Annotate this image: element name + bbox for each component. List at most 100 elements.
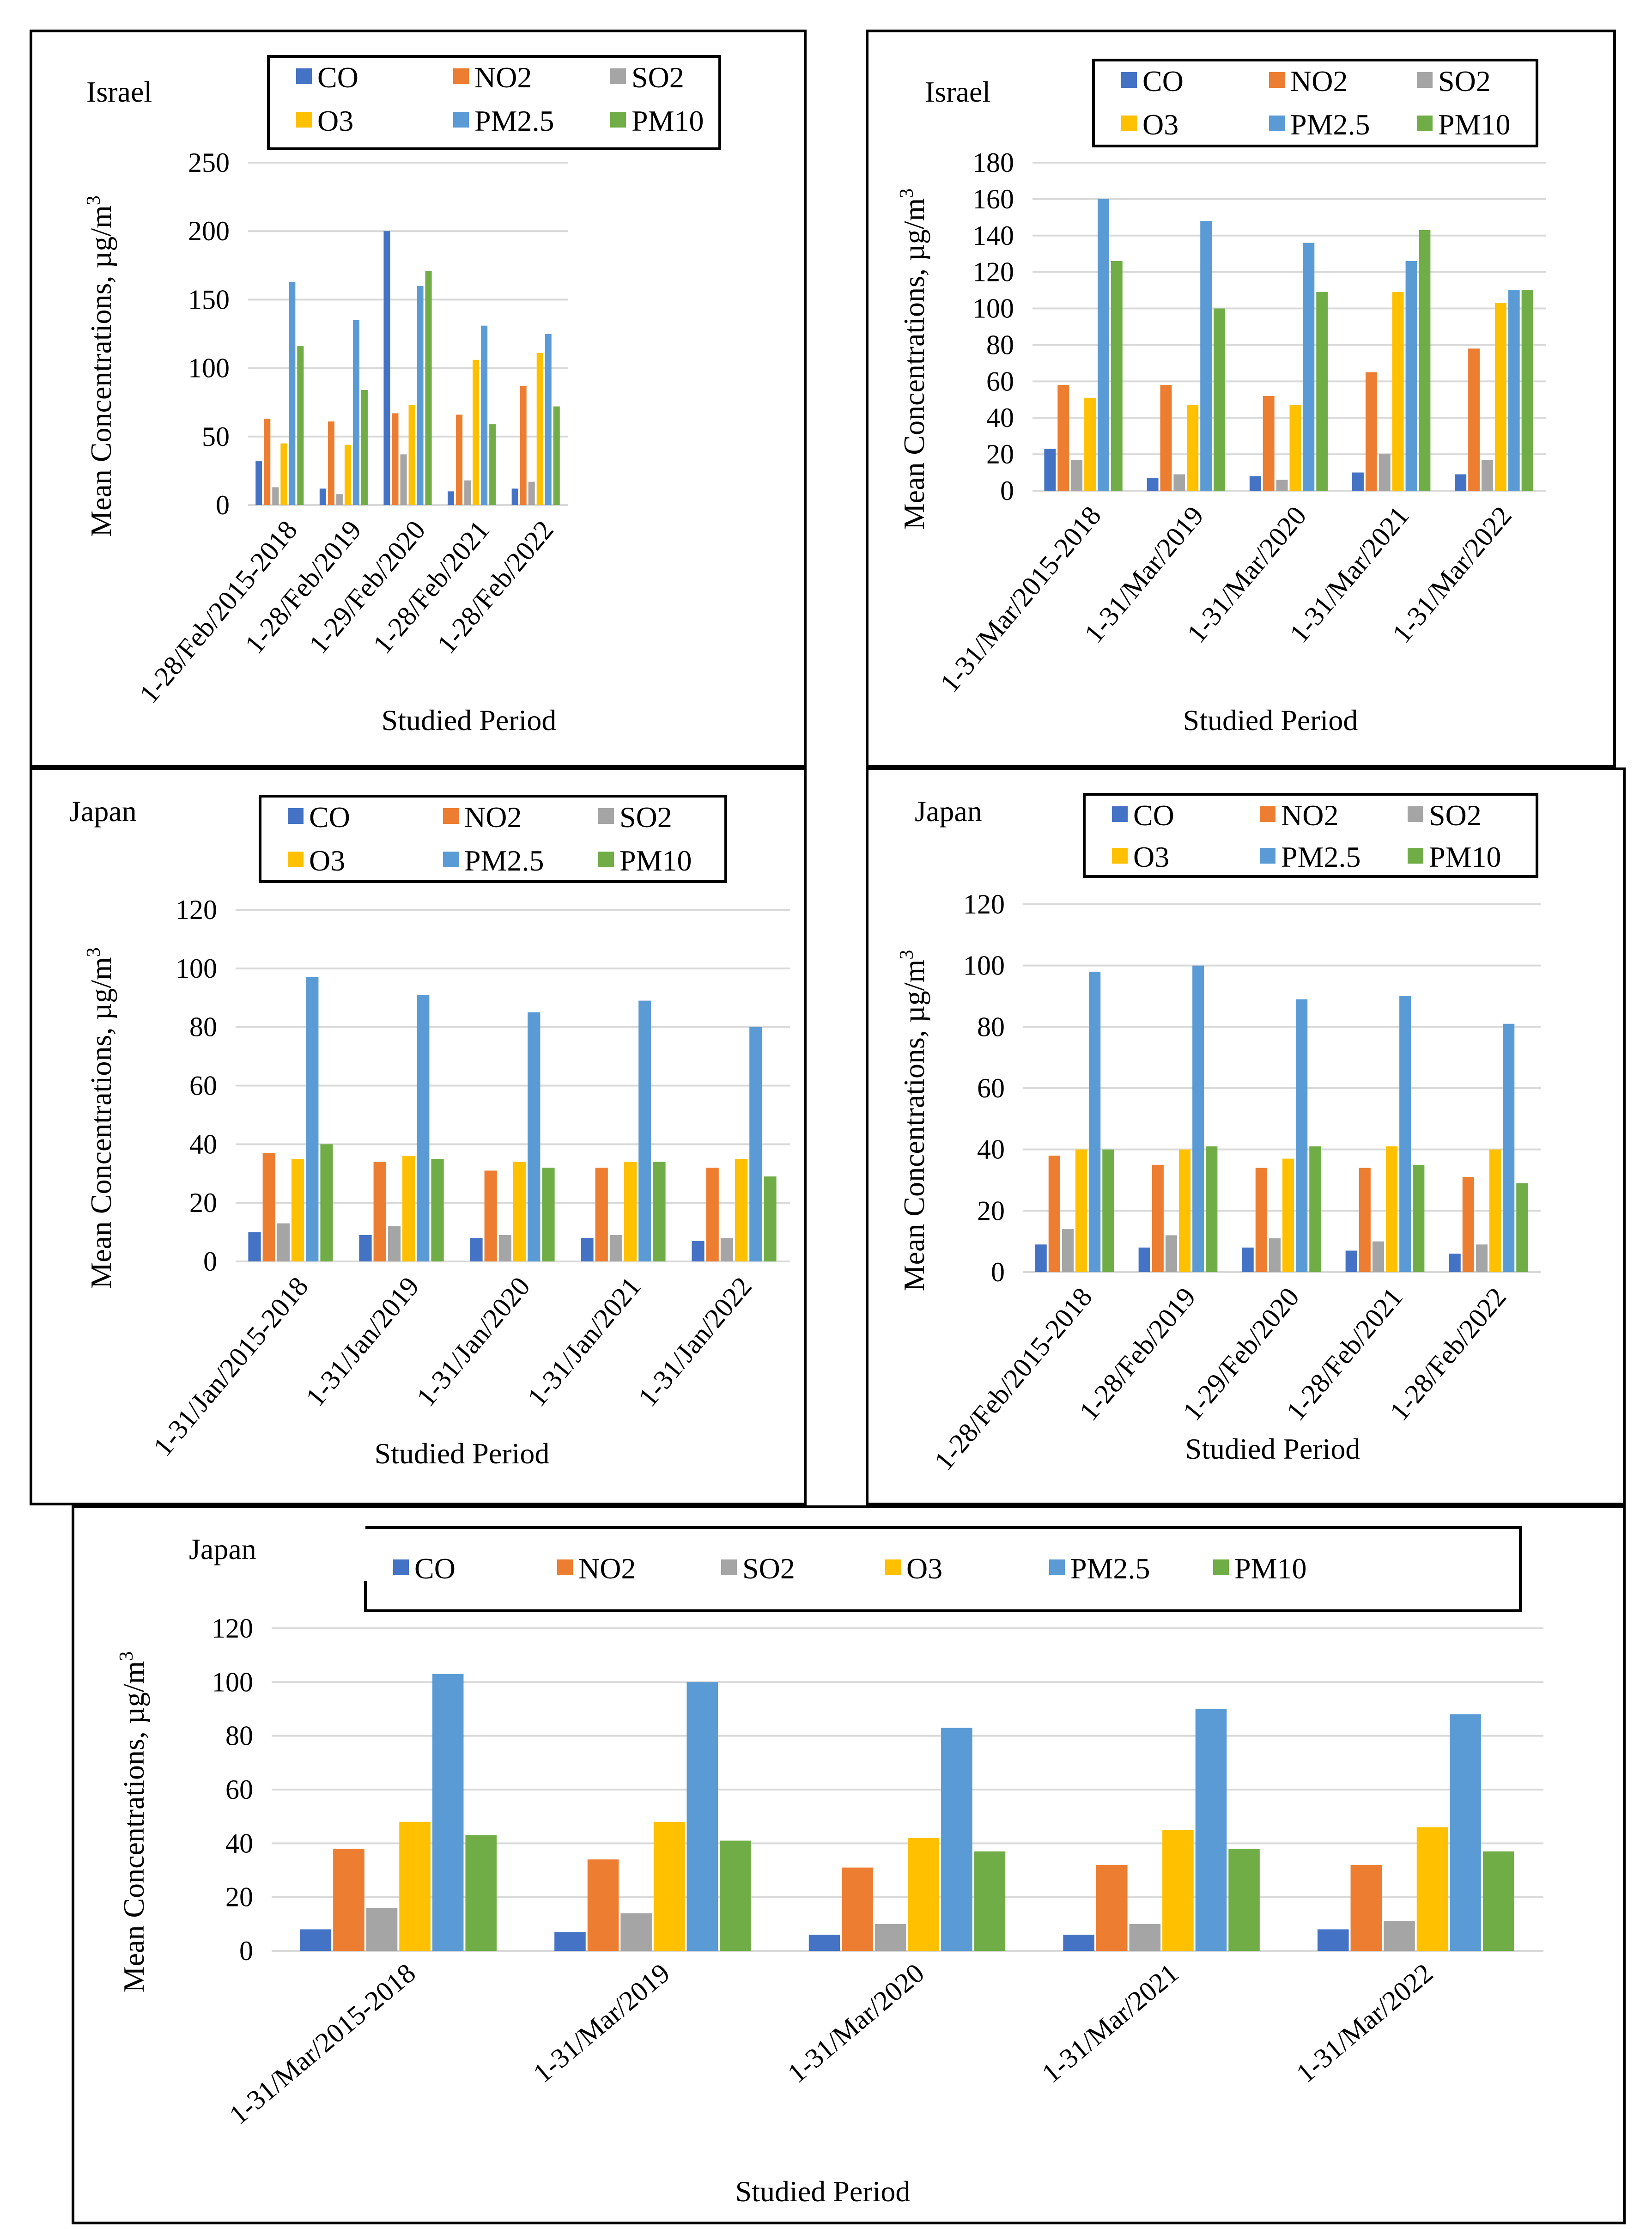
y-tick-label: 50 bbox=[202, 421, 230, 452]
y-tick-label: 40 bbox=[977, 1134, 1005, 1165]
bar-pm10 bbox=[1516, 1183, 1528, 1272]
bar-pm25 bbox=[1296, 999, 1308, 1272]
bar-pm10 bbox=[974, 1851, 1006, 1951]
y-tick-label: 40 bbox=[986, 402, 1014, 433]
bar-o3 bbox=[1162, 1830, 1194, 1951]
bar-pm25 bbox=[1200, 221, 1212, 491]
x-axis-label: Studied Period bbox=[735, 2175, 911, 2208]
bar-so2 bbox=[609, 1235, 622, 1261]
bar-so2 bbox=[272, 487, 279, 505]
bar-no2 bbox=[1365, 372, 1377, 491]
y-tick-label: 150 bbox=[188, 284, 230, 315]
bar-so2 bbox=[875, 1924, 906, 1951]
bar-so2 bbox=[1379, 454, 1391, 491]
bar-pm10 bbox=[553, 406, 560, 505]
y-tick-label: 80 bbox=[225, 1721, 253, 1751]
bar-so2 bbox=[528, 481, 535, 505]
y-tick-label: 20 bbox=[977, 1195, 1005, 1226]
y-tick-label: 140 bbox=[972, 220, 1014, 251]
bar-no2 bbox=[595, 1168, 608, 1261]
legend-label: SO2 bbox=[632, 61, 684, 94]
bar-pm25 bbox=[528, 1012, 541, 1261]
bar-no2 bbox=[1160, 385, 1172, 491]
legend-swatch bbox=[453, 112, 469, 128]
bar-o3 bbox=[402, 1156, 415, 1261]
bar-o3 bbox=[280, 443, 287, 505]
y-tick-label: 20 bbox=[189, 1188, 217, 1218]
legend-swatch bbox=[721, 1559, 737, 1575]
chart-panel-japan-feb: Japan CO NO2 SO2 O3 PM2.5 PM10 0 20 40 60 80 100 120 1… bbox=[866, 767, 1626, 1505]
legend-label: PM2.5 bbox=[464, 844, 544, 877]
y-axis-label: Mean Concentrations, µg/m3 bbox=[83, 195, 117, 537]
bar-pm25 bbox=[306, 977, 319, 1261]
bar-o3 bbox=[1392, 292, 1404, 491]
y-tick-label: 100 bbox=[176, 953, 217, 984]
bar-no2 bbox=[1462, 1177, 1474, 1272]
bar-so2 bbox=[720, 1238, 733, 1261]
y-tick-label: 60 bbox=[189, 1071, 217, 1101]
bar-no2 bbox=[587, 1859, 619, 1951]
x-axis-label: Studied Period bbox=[1185, 1432, 1360, 1465]
legend-label: NO2 bbox=[578, 1552, 636, 1585]
legend-swatch bbox=[288, 852, 304, 867]
x-tick-label: 1-31/Jan/2015-2018 bbox=[147, 1271, 314, 1462]
y-tick-label: 100 bbox=[188, 353, 230, 384]
y-tick-label: 120 bbox=[176, 895, 217, 925]
legend-swatch bbox=[288, 808, 304, 824]
legend-label: O3 bbox=[1142, 108, 1178, 141]
bar-so2 bbox=[1071, 459, 1083, 491]
y-tick-label: 120 bbox=[963, 889, 1005, 920]
bar-so2 bbox=[1165, 1235, 1177, 1272]
x-axis-label: Studied Period bbox=[382, 704, 557, 737]
bar-o3 bbox=[344, 445, 351, 505]
bar-no2 bbox=[1263, 396, 1275, 491]
bar-no2 bbox=[373, 1162, 386, 1261]
x-axis-label: Studied Period bbox=[1183, 704, 1358, 737]
legend-border bbox=[267, 55, 721, 150]
bar-so2 bbox=[1276, 480, 1288, 491]
bar-pm25 bbox=[481, 325, 488, 505]
legend-swatch bbox=[610, 112, 626, 128]
chart-panel-israel-feb: Israel CO NO2 SO2 O3 PM2.5 PM10 0 50 100 150 200 250… bbox=[30, 30, 807, 767]
legend-swatch bbox=[598, 808, 614, 824]
bar-no2 bbox=[1350, 1864, 1382, 1951]
legend-swatch bbox=[557, 1559, 573, 1575]
bar-o3 bbox=[513, 1162, 526, 1261]
bar-so2 bbox=[1062, 1229, 1074, 1272]
y-tick-label: 120 bbox=[212, 1613, 253, 1644]
legend-label: CO bbox=[414, 1552, 456, 1585]
bar-no2 bbox=[484, 1170, 497, 1261]
chart-svg: Israel CO NO2 SO2 O3 PM2.5 PM10 0 20 40 60 80 100 120… bbox=[896, 59, 1546, 737]
bar-o3 bbox=[1489, 1149, 1501, 1272]
bar-o3 bbox=[1289, 405, 1301, 491]
chart-panel-japan-jan: Japan CO NO2 SO2 O3 PM2.5 PM10 0 20 40 60 80 100 120 1… bbox=[30, 767, 807, 1505]
bar-o3 bbox=[473, 359, 480, 505]
bar-pm25 bbox=[289, 281, 296, 505]
bar-no2 bbox=[456, 414, 463, 505]
bar-pm10 bbox=[653, 1162, 666, 1261]
bar-o3 bbox=[1386, 1146, 1398, 1272]
bar-pm10 bbox=[1228, 1848, 1260, 1951]
y-tick-label: 100 bbox=[972, 293, 1014, 324]
legend-swatch bbox=[443, 852, 459, 867]
y-tick-label: 80 bbox=[189, 1012, 217, 1042]
bar-pm25 bbox=[1405, 261, 1417, 491]
legend-swatch bbox=[1213, 1559, 1229, 1575]
legend-swatch bbox=[296, 68, 312, 84]
bar-o3 bbox=[735, 1159, 748, 1261]
legend-label: SO2 bbox=[620, 801, 672, 834]
bar-pm10 bbox=[1419, 230, 1431, 491]
legend-swatch bbox=[393, 1559, 409, 1575]
bar-co bbox=[692, 1241, 705, 1261]
x-tick-label: 1-31/Mar/2015-2018 bbox=[224, 1957, 421, 2130]
bar-o3 bbox=[624, 1162, 637, 1261]
bar-pm10 bbox=[1413, 1164, 1425, 1272]
chart-svg: Japan CO NO2 SO2 O3 PM2.5 PM10 0 20 40 60 80 100 120 1… bbox=[896, 793, 1541, 1476]
bar-pm10 bbox=[1206, 1146, 1218, 1272]
legend-swatch bbox=[1408, 806, 1423, 822]
legend-label: PM2.5 bbox=[1281, 840, 1361, 873]
bar-no2 bbox=[264, 419, 271, 505]
bar-co bbox=[554, 1932, 586, 1951]
legend-label: NO2 bbox=[464, 801, 522, 834]
bar-pm10 bbox=[720, 1840, 751, 1951]
